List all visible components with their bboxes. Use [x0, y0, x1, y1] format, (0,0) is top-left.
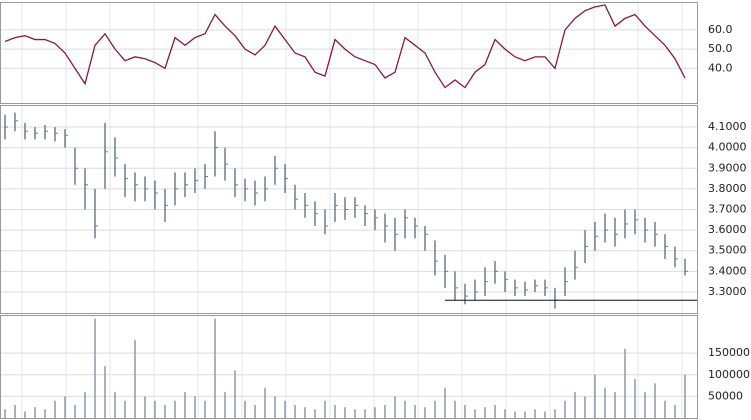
volume-bar: [404, 400, 406, 418]
volume-bar: [644, 392, 646, 418]
y-tick-label: 3.8000: [708, 182, 747, 195]
volume-bar: [424, 407, 426, 418]
volume-bar: [624, 348, 626, 418]
volume-bar: [54, 400, 56, 418]
y-tick-label: 50.0: [708, 42, 733, 55]
y-tick-label: 4.0000: [708, 141, 747, 154]
volume-bar: [364, 409, 366, 418]
volume-bar: [164, 405, 166, 418]
y-tick-label: 100000: [708, 368, 750, 381]
y-tick-label: 3.9000: [708, 161, 747, 174]
volume-bar: [574, 392, 576, 418]
volume-bar: [514, 411, 516, 418]
volume-bar: [394, 396, 396, 418]
volume-bar: [354, 409, 356, 418]
volume-bar: [234, 370, 236, 418]
volume-bar: [184, 392, 186, 418]
volume-bar: [124, 400, 126, 418]
oscillator-line: [4, 4, 686, 89]
y-tick-label: 60.0: [708, 23, 733, 36]
volume-bar: [104, 366, 106, 418]
volume-bar: [64, 396, 66, 418]
volume-bar: [304, 407, 306, 418]
y-tick-label: 3.6000: [708, 223, 747, 236]
volume-bar: [154, 400, 156, 418]
volume-bar: [284, 400, 286, 418]
volume-bar: [204, 400, 206, 418]
volume-bar: [294, 405, 296, 418]
volume-bar: [544, 411, 546, 418]
volume-bar: [344, 407, 346, 418]
volume-bar: [254, 405, 256, 418]
volume-bar: [434, 400, 436, 418]
volume-bar: [504, 409, 506, 418]
y-tick-label: 40.0: [708, 61, 733, 74]
y-tick-label: 3.5000: [708, 244, 747, 257]
volume-bar: [24, 411, 26, 418]
panel-frame: [0, 315, 698, 419]
volume-bar: [464, 405, 466, 418]
volume-bar: [224, 392, 226, 418]
volume-bar: [384, 405, 386, 418]
volume-bar: [534, 409, 536, 418]
volume-bar: [274, 396, 276, 418]
volume-bar: [324, 400, 326, 418]
volume-bar: [84, 392, 86, 418]
volume-bar: [614, 392, 616, 418]
volume-bar: [94, 318, 96, 418]
volume-bar: [584, 396, 586, 418]
y-tick-label: 4.1000: [708, 120, 747, 133]
volume-bar: [674, 405, 676, 418]
volume-bar: [14, 405, 16, 418]
volume-bar: [214, 318, 216, 418]
volume-bar: [444, 387, 446, 418]
volume-bar: [484, 407, 486, 418]
volume-bar: [634, 379, 636, 418]
volume-bar: [524, 411, 526, 418]
volume-bar: [74, 405, 76, 418]
volume-bar: [44, 409, 46, 418]
volume-bar: [554, 409, 556, 418]
volume-bar: [594, 374, 596, 418]
volume-bar: [144, 396, 146, 418]
volume-bar: [654, 383, 656, 418]
volume-bar: [134, 340, 136, 418]
volume-bar: [334, 405, 336, 418]
y-tick-label: 3.4000: [708, 264, 747, 277]
volume-bar: [314, 409, 316, 418]
volume-bar: [474, 409, 476, 418]
volume-bar: [114, 392, 116, 418]
volume-bar: [604, 387, 606, 418]
volume-bar: [264, 387, 266, 418]
volume-bar: [564, 400, 566, 418]
volume-bar: [34, 407, 36, 418]
volume-bar: [4, 409, 6, 418]
volume-bar: [194, 396, 196, 418]
y-tick-label: 150000: [708, 346, 750, 359]
volume-bar: [414, 405, 416, 418]
y-tick-label: 50000: [708, 389, 743, 402]
volume-bar: [664, 400, 666, 418]
volume-bar: [374, 407, 376, 418]
y-tick-label: 3.3000: [708, 285, 747, 298]
panel-frame: [0, 105, 698, 314]
panel-frame: [0, 2, 698, 104]
volume-bar: [454, 400, 456, 418]
volume-bar: [174, 400, 176, 418]
volume-bar: [494, 405, 496, 418]
volume-bar: [684, 374, 686, 418]
y-tick-label: 3.7000: [708, 203, 747, 216]
volume-bar: [244, 400, 246, 418]
